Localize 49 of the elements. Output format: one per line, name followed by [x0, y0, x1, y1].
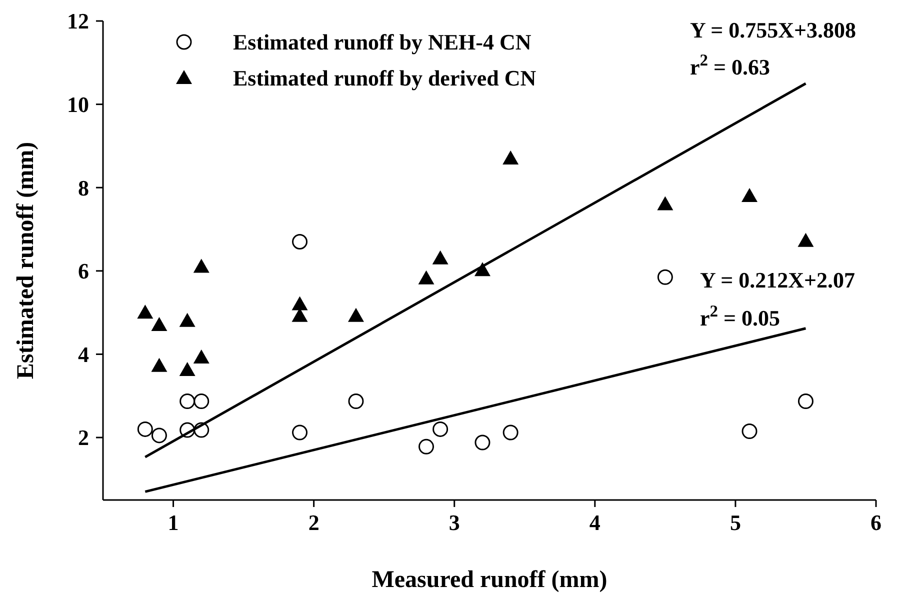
point — [657, 196, 674, 210]
legend-label: Estimated runoff by NEH-4 CN — [233, 30, 532, 55]
point — [151, 358, 168, 372]
point — [474, 434, 490, 450]
point — [798, 232, 814, 247]
y-tick-label: 2 — [78, 425, 89, 450]
x-tick-label: 4 — [589, 510, 600, 535]
x-tick-label: 6 — [870, 510, 882, 535]
point — [179, 312, 196, 327]
point — [432, 250, 448, 264]
point — [502, 150, 519, 164]
x-tick-label: 2 — [308, 510, 320, 535]
y-tick-label: 8 — [78, 175, 89, 200]
point — [151, 428, 167, 444]
y-tick-label: 4 — [78, 342, 89, 367]
annotation: r$^{2}$ = 0.63 — [690, 50, 770, 80]
x-tick-label: 3 — [448, 510, 460, 535]
x-tick-label: 1 — [168, 510, 179, 535]
point — [502, 424, 518, 440]
point — [292, 234, 308, 250]
point — [193, 350, 210, 364]
point — [432, 421, 448, 437]
point — [657, 269, 673, 285]
point — [179, 362, 196, 376]
y-tick-label: 12 — [67, 8, 89, 34]
point — [193, 258, 210, 273]
point — [137, 304, 154, 319]
x-tick-label: 5 — [730, 510, 741, 535]
point — [742, 188, 758, 202]
point — [292, 296, 308, 310]
point — [292, 424, 308, 440]
point — [348, 394, 364, 410]
annotation: Y = 0.755X+3.808 — [690, 18, 856, 43]
point — [180, 394, 196, 410]
y-tick-label: 10 — [67, 92, 89, 118]
point — [137, 421, 153, 437]
point — [151, 317, 168, 332]
point — [798, 394, 814, 410]
y-axis-title: Estimated runoff (mm) — [13, 142, 39, 380]
legend-label: Estimated runoff by derived CN — [233, 66, 536, 91]
point — [418, 438, 434, 454]
y-tick-label: 6 — [78, 258, 89, 284]
annotation: Y = 0.212X+2.07 — [700, 268, 856, 293]
x-axis-title: Measured runoff (mm) — [372, 567, 608, 593]
annotation: r$^{2}$ = 0.05 — [700, 301, 780, 331]
point — [348, 308, 364, 322]
point — [742, 424, 758, 440]
point — [418, 270, 434, 284]
point — [194, 394, 210, 410]
